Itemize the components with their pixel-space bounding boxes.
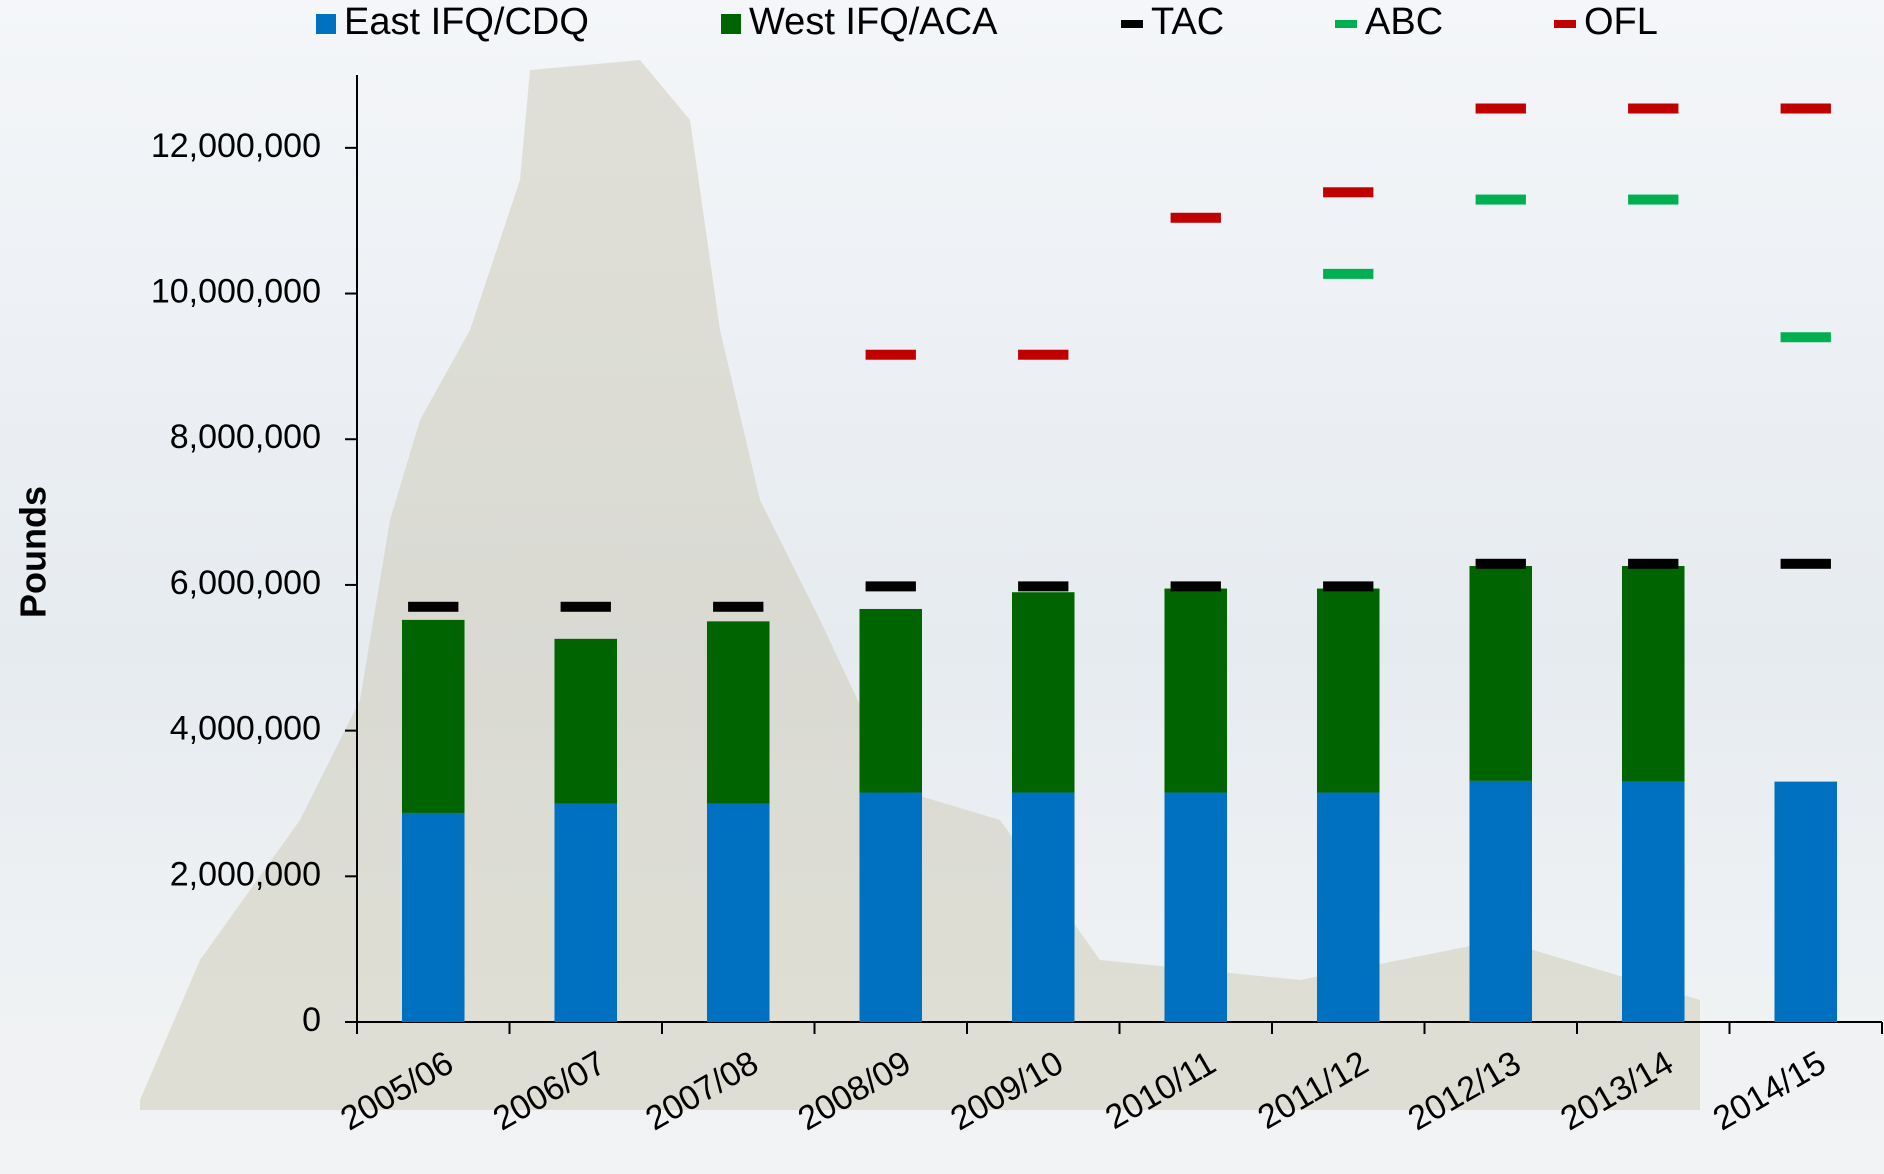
y-tick-label: 8,000,000: [170, 418, 321, 456]
bar-segment: [706, 621, 770, 804]
bar-segment: [401, 812, 465, 1022]
marker-dash: [560, 601, 611, 612]
marker-dash: [1323, 268, 1374, 279]
bar-segment: [1621, 781, 1685, 1022]
bar-segment: [1469, 780, 1533, 1022]
legend-label: ABC: [1365, 1, 1443, 43]
marker-dash: [1475, 558, 1526, 569]
marker-dash: [1475, 194, 1526, 205]
legend-label: West IFQ/ACA: [749, 1, 998, 43]
marker-dash: [1628, 103, 1679, 114]
bar-segment: [1164, 792, 1228, 1022]
marker-dash: [1628, 558, 1679, 569]
bar-segment: [859, 608, 923, 793]
bar-segment: [554, 803, 618, 1022]
bar-segment: [1469, 565, 1533, 781]
marker-dash: [865, 349, 916, 360]
y-axis-title: Pounds: [13, 486, 54, 618]
legend-swatch: [1554, 20, 1576, 28]
marker-dash: [713, 601, 764, 612]
bar-segment: [1011, 792, 1075, 1022]
y-tick-label: 12,000,000: [151, 127, 321, 165]
legend-swatch: [316, 14, 336, 34]
bar-segment: [554, 638, 618, 804]
y-tick-label: 10,000,000: [151, 273, 321, 311]
marker-dash: [1780, 103, 1831, 114]
legend-swatch: [1335, 20, 1357, 28]
legend: East IFQ/CDQ West IFQ/ACA TAC ABC OFL: [316, 1, 1658, 43]
bar-segment: [1164, 588, 1228, 793]
bar-segment: [1316, 792, 1380, 1022]
bar-segment: [859, 792, 923, 1022]
legend-swatch: [1121, 20, 1143, 28]
bar-segment: [1621, 565, 1685, 782]
marker-dash: [1018, 349, 1069, 360]
legend-label: TAC: [1151, 1, 1224, 43]
marker-dash: [865, 581, 916, 592]
y-tick-label: 0: [302, 1001, 321, 1039]
marker-dash: [1170, 581, 1221, 592]
legend-label: East IFQ/CDQ: [344, 1, 589, 43]
marker-dash: [1323, 581, 1374, 592]
bar-segment: [1316, 588, 1380, 793]
bar-segment: [1011, 592, 1075, 793]
marker-dash: [1475, 103, 1526, 114]
marker-dash: [408, 601, 459, 612]
marker-dash: [1170, 212, 1221, 223]
y-tick-label: 2,000,000: [170, 855, 321, 893]
marker-dash: [1628, 194, 1679, 205]
y-tick-label: 4,000,000: [170, 710, 321, 748]
marker-dash: [1780, 332, 1831, 343]
legend-label: OFL: [1584, 1, 1658, 43]
bar-segment: [1774, 781, 1838, 1022]
y-tick-label: 6,000,000: [170, 564, 321, 602]
bar-segment: [401, 619, 465, 813]
background-rock: [140, 60, 1700, 1110]
marker-dash: [1018, 581, 1069, 592]
marker-dash: [1323, 187, 1374, 198]
legend-swatch: [721, 14, 741, 34]
marker-dash: [1780, 558, 1831, 569]
bar-segment: [706, 803, 770, 1022]
